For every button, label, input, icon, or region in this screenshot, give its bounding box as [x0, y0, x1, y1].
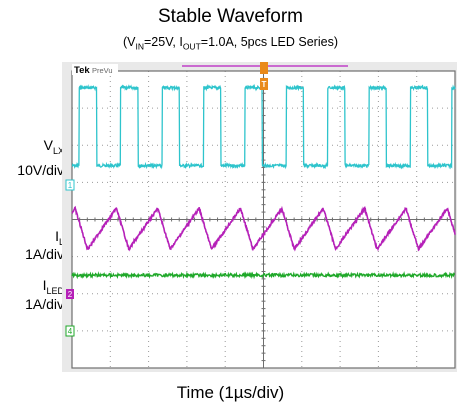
vlx-channel-name: VLX	[43, 137, 64, 156]
x-axis-label: Time (1µs/div)	[176, 383, 285, 402]
ch2-ground-marker	[66, 289, 74, 299]
ch4-ground-marker	[65, 325, 75, 337]
chart-subtitle: (VIN=25V, IOUT=1.0A, 5pcs LED Series)	[123, 35, 338, 52]
scope-mode: PreVu	[92, 66, 113, 75]
il-waveform	[71, 205, 456, 252]
ch1-marker-label: 1	[68, 181, 73, 190]
ch4-marker-label: 4	[68, 327, 73, 336]
trigger-marker-label: T	[262, 80, 267, 89]
ch1-ground-marker	[65, 179, 75, 191]
scope-brand: Tek	[74, 65, 90, 76]
iled-channel-name: ILED	[42, 277, 64, 296]
iled-waveform	[71, 271, 456, 280]
trigger-level-marker	[260, 78, 268, 90]
iled-channel-scale: 1A/div	[25, 296, 64, 312]
trigger-position-marker	[260, 62, 268, 74]
il-channel-scale: 1A/div	[25, 246, 64, 262]
waveforms	[71, 83, 456, 280]
scope-header-background	[72, 64, 118, 75]
il-channel-name: IL	[55, 228, 64, 247]
chart-title: Stable Waveform	[157, 6, 303, 27]
vlx-channel-scale: 10V/div	[17, 162, 64, 178]
ch2-marker-label: 2	[68, 290, 73, 299]
vlx-waveform	[71, 83, 456, 170]
